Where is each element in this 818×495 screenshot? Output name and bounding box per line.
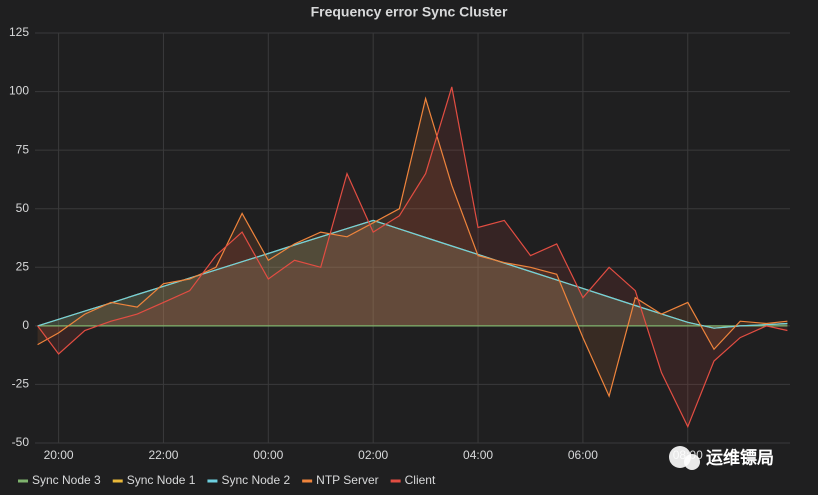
legend-label: Sync Node 3 (32, 473, 101, 487)
series-area (37, 86, 788, 427)
y-tick-label: -50 (12, 435, 30, 449)
legend-label: Sync Node 1 (127, 473, 196, 487)
series-line (37, 96, 788, 398)
watermark: 运维镖局 (669, 446, 774, 470)
x-tick-label: 20:00 (44, 448, 74, 462)
x-tick-label: 02:00 (358, 448, 388, 462)
x-tick-label: 06:00 (568, 448, 598, 462)
chart-title: Frequency error Sync Cluster (311, 4, 508, 20)
y-tick-label: 50 (16, 201, 30, 215)
watermark-icon (684, 454, 700, 470)
legend-label: Client (405, 473, 436, 487)
y-tick-label: 25 (16, 259, 30, 273)
y-tick-label: 0 (22, 318, 29, 332)
series-area (37, 98, 788, 397)
y-tick-label: 100 (9, 84, 29, 98)
series-line (37, 86, 788, 429)
y-tick-label: -25 (12, 377, 30, 391)
y-tick-label: 75 (16, 142, 30, 156)
x-tick-label: 04:00 (463, 448, 493, 462)
y-tick-label: 125 (9, 25, 29, 39)
legend-label: NTP Server (316, 473, 378, 487)
series-area (37, 220, 788, 329)
x-tick-label: 00:00 (253, 448, 283, 462)
series-area (37, 220, 788, 329)
watermark-text: 运维镖局 (706, 447, 774, 467)
x-tick-label: 22:00 (148, 448, 178, 462)
legend-label: Sync Node 2 (221, 473, 290, 487)
